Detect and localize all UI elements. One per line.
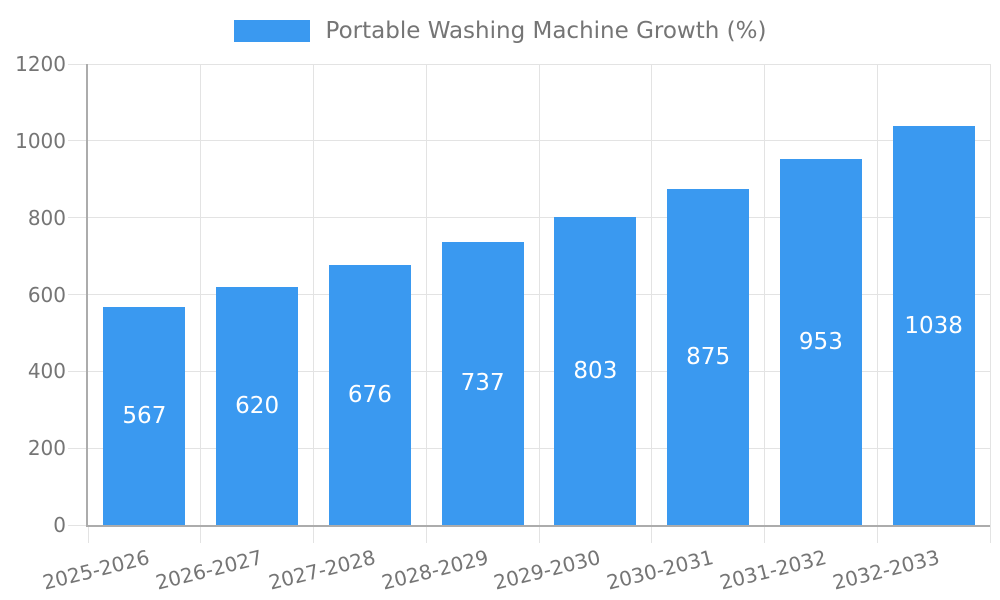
legend-label[interactable]: Portable Washing Machine Growth (%) (325, 18, 767, 44)
x-axis-line (86, 525, 990, 527)
x-axis-tick (313, 525, 314, 543)
bar-value-label: 953 (798, 328, 843, 355)
y-axis-tick-label: 0 (53, 513, 66, 537)
bar-value-label: 620 (235, 392, 280, 419)
y-axis-tick-label: 800 (27, 205, 66, 230)
bar-value-label: 567 (122, 403, 167, 430)
y-axis-tick-label: 400 (27, 359, 66, 384)
gridline-vertical (200, 64, 202, 525)
gridline-vertical (764, 64, 765, 525)
x-axis-tick (651, 525, 653, 543)
bar[interactable]: 1038 (892, 126, 975, 525)
bar-value-label: 875 (686, 343, 731, 370)
bar[interactable]: 803 (554, 216, 637, 525)
gridline-vertical (651, 64, 653, 525)
bar[interactable]: 567 (103, 307, 186, 525)
x-axis-tick (876, 525, 878, 543)
y-axis-tick-label: 200 (27, 436, 66, 461)
x-axis-tick (764, 525, 765, 543)
gridline-vertical (425, 64, 427, 525)
x-axis-tick (538, 525, 540, 543)
gridline-horizontal (68, 217, 990, 219)
gridline-horizontal (68, 370, 990, 372)
y-axis-line (86, 64, 88, 527)
gridline-vertical (313, 64, 314, 525)
y-axis-tick-label: 1200 (15, 52, 66, 76)
gridline-horizontal (68, 140, 990, 142)
y-axis-tick-label: 600 (27, 282, 66, 307)
gridline-vertical (538, 64, 540, 525)
gridline-horizontal (68, 294, 990, 295)
x-axis-tick (200, 525, 202, 543)
x-axis-tick (425, 525, 427, 543)
bar-value-label: 676 (347, 382, 392, 409)
bar[interactable]: 676 (328, 265, 411, 525)
bar-value-label: 1038 (904, 312, 963, 339)
bar-value-label: 737 (460, 370, 505, 397)
gridline-vertical (876, 64, 878, 525)
gridline-vertical (989, 64, 991, 525)
bar-value-label: 803 (573, 357, 618, 384)
bar[interactable]: 737 (441, 241, 524, 525)
bar[interactable]: 953 (779, 158, 862, 525)
x-axis-tick (989, 525, 991, 543)
bar[interactable]: 620 (216, 286, 299, 525)
bar[interactable]: 875 (667, 188, 750, 525)
gridline-horizontal (68, 447, 990, 449)
x-axis-tick (87, 525, 89, 543)
legend-swatch-icon[interactable] (233, 20, 310, 42)
gridline-horizontal (68, 63, 990, 65)
y-axis-tick-label: 1000 (15, 128, 66, 153)
legend-item[interactable]: Portable Washing Machine Growth (%) (0, 16, 1000, 46)
